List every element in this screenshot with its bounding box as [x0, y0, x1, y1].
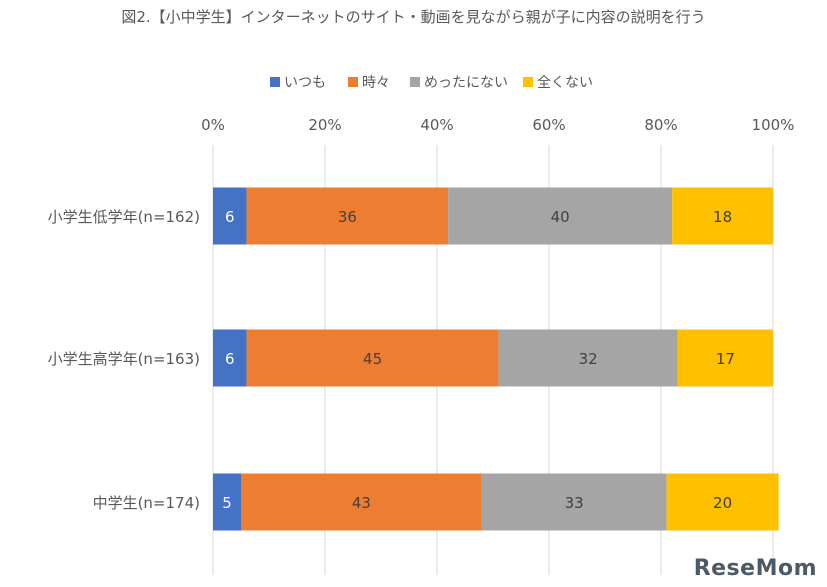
x-tick-label: 80%: [644, 116, 677, 134]
chart-title: 図2.【小中学生】インターネットのサイト・動画を見ながら親が子に内容の説明を行う: [121, 8, 706, 26]
data-label: 36: [338, 208, 357, 226]
data-label: 5: [222, 494, 232, 512]
x-tick-label: 0%: [201, 116, 225, 134]
bar-segment: [213, 473, 241, 531]
data-label: 45: [363, 350, 382, 368]
category-label: 小学生低学年(n=162): [48, 208, 200, 226]
bar-segment: [246, 329, 499, 387]
legend-label: 全くない: [537, 74, 593, 91]
bar-segment: [241, 473, 482, 531]
bar-segment: [672, 187, 773, 245]
bar-segment: [666, 473, 779, 531]
bar-segment: [213, 187, 247, 245]
data-label: 6: [225, 350, 235, 368]
data-label: 43: [352, 494, 371, 512]
legend-label: めったにない: [424, 75, 508, 91]
bar-segment: [498, 329, 678, 387]
x-tick-label: 40%: [420, 116, 453, 134]
legend-swatch: [523, 77, 533, 87]
legend-swatch: [410, 77, 420, 87]
data-label: 32: [579, 350, 598, 368]
category-label: 中学生(n=174): [93, 494, 200, 512]
bar-segment: [677, 329, 773, 387]
data-label: 20: [713, 494, 732, 512]
legend-swatch: [270, 77, 280, 87]
resemom-logo: ReseMom: [693, 556, 817, 581]
data-label: 33: [565, 494, 584, 512]
legend-label: 時々: [362, 75, 390, 91]
bar-segment: [481, 473, 667, 531]
data-label: 40: [551, 208, 570, 226]
legend-label: いつも: [284, 75, 326, 91]
x-tick-label: 100%: [752, 116, 795, 134]
x-tick-label: 20%: [308, 116, 341, 134]
category-label: 小学生高学年(n=163): [48, 350, 200, 368]
data-label: 17: [716, 350, 735, 368]
data-label: 6: [225, 208, 235, 226]
data-label: 18: [713, 208, 732, 226]
bar-segment: [213, 329, 247, 387]
bar-segment: [246, 187, 449, 245]
bar-segment: [448, 187, 673, 245]
legend-swatch: [348, 77, 358, 87]
x-tick-label: 60%: [532, 116, 565, 134]
